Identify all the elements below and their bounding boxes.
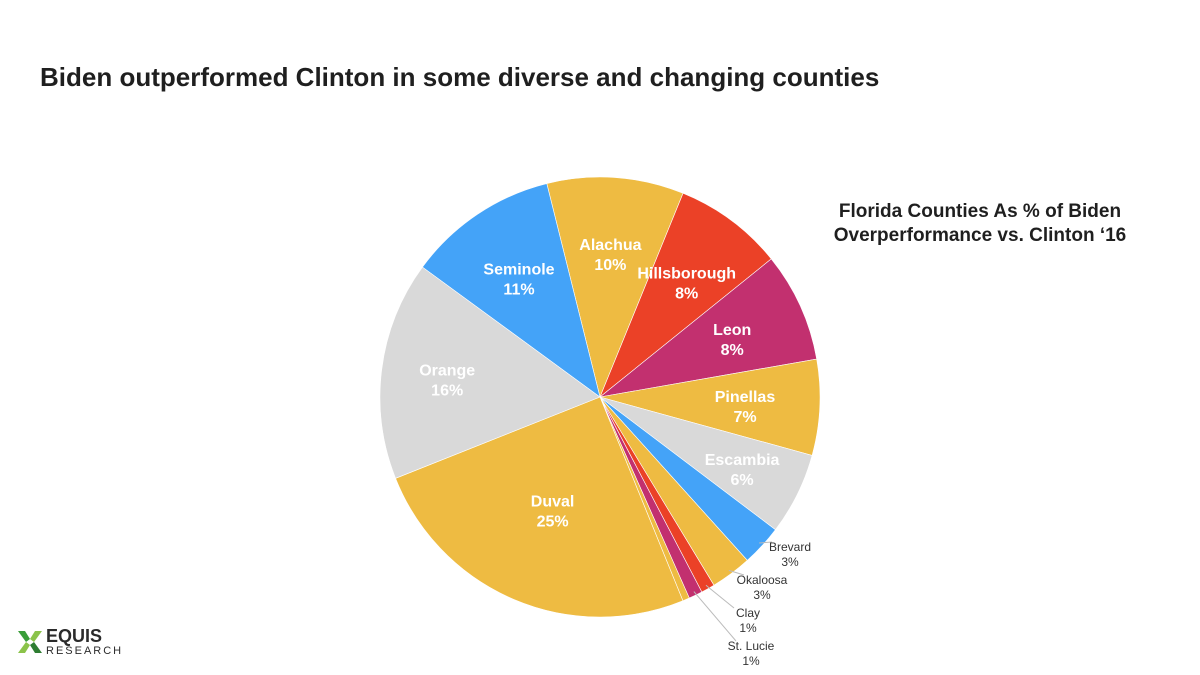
leader-line-st-lucie (693, 591, 737, 642)
slice-value-duval: 25% (537, 513, 569, 530)
slice-label-orange: Orange (419, 363, 475, 380)
headline: Biden outperformed Clinton in some diver… (40, 62, 880, 92)
slice-value-alachua: 10% (594, 257, 626, 274)
slice-label-clay: Clay (736, 606, 760, 620)
equis-logo: EQUIS RESEARCH (16, 626, 136, 660)
slice-label-escambia: Escambia (705, 452, 780, 469)
pie-slice-leon (599, 258, 818, 398)
pie-slice-orange (379, 266, 601, 479)
slice-label-hillsborough: Hillsborough (637, 266, 736, 283)
slice-value-leon: 8% (721, 342, 744, 359)
logo-name: EQUIS (46, 626, 103, 646)
slice-label-alachua: Alachua (579, 237, 641, 254)
chart-title: Florida Counties As % of Biden Overperfo… (790, 200, 1170, 248)
equis-x-icon (18, 631, 42, 653)
slice-value-pinellas: 7% (733, 409, 756, 426)
slice-label-st-lucie: St. Lucie (728, 639, 775, 653)
slice-value-escambia: 6% (731, 472, 754, 489)
chart-title-line-1: Florida Counties As % of Biden (838, 201, 1122, 222)
slice-label-duval: Duval (531, 493, 575, 510)
slice-label-okaloosa: Okaloosa (737, 573, 788, 587)
logo-arm-3 (18, 642, 30, 653)
slice-label-seminole: Seminole (483, 262, 554, 279)
logo-arm-1 (18, 631, 30, 642)
leader-line-okaloosa (728, 569, 745, 576)
slice-value-orange: 16% (431, 383, 463, 400)
slice-value-seminole: 11% (503, 282, 534, 299)
slice-label-pinellas: Pinellas (715, 389, 776, 406)
pie-slice-seminole (422, 183, 601, 398)
slice-value-st-lucie: 1% (742, 654, 760, 668)
pie-labels: Alachua 10% Hillsborough 8% Leon 8% Pinellas 7%… (419, 237, 811, 668)
pie-slices (379, 176, 821, 618)
logo-arm-4 (30, 642, 42, 653)
logo-sub: RESEARCH (46, 645, 124, 657)
slice-value-okaloosa: 3% (753, 588, 771, 602)
chart-title-line-2: Overperformance vs. Clinton ‘16 (833, 225, 1127, 246)
slice-value-clay: 1% (739, 621, 757, 635)
leader-line-brevard (759, 541, 773, 544)
pie-slice-alachua (546, 176, 684, 398)
leader-line-clay (705, 584, 735, 609)
slice-label-brevard: Brevard (769, 540, 811, 554)
pie-slice-hillsborough (599, 192, 772, 398)
slice-value-hillsborough: 8% (675, 286, 698, 303)
pie-slice-duval (395, 396, 684, 618)
logo-arm-2 (30, 631, 42, 642)
slice-value-brevard: 3% (781, 555, 799, 569)
slice-label-leon: Leon (713, 322, 751, 339)
